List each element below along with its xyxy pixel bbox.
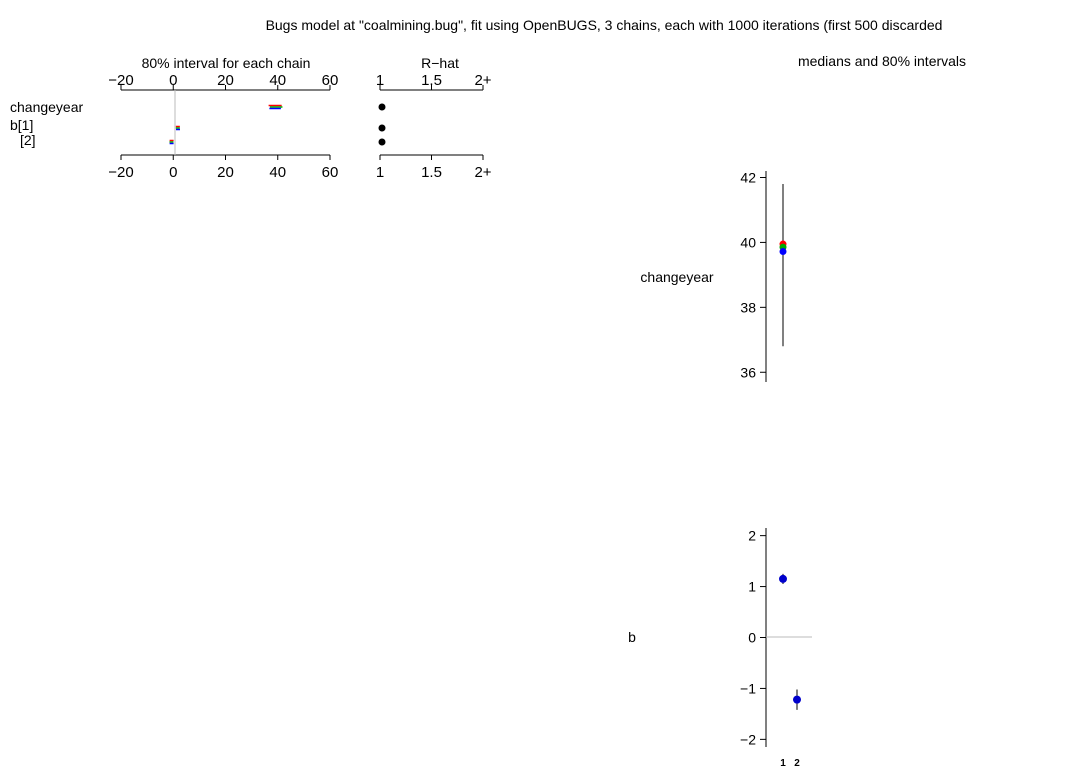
changeyear-tick-label-1: 38 (740, 299, 756, 315)
rhat-axis-ticks: 1 1 1.5 1.5 2+ 2+ (376, 72, 492, 181)
chain-interval-bars (169, 104, 283, 145)
rhat-point-0 (378, 103, 386, 111)
changeyear-axis-ticks: 36 38 40 42 (740, 169, 766, 380)
b-index-label-2: 2 (794, 758, 800, 769)
figure-title: Bugs model at "coalmining.bug", fit usin… (266, 17, 943, 33)
chain-tick-label-top-4: 60 (322, 72, 339, 89)
chain-interval-panel: 80% interval for each chain −20 −20 0 0 20 20… (10, 55, 338, 181)
chain-tick-label-bottom-3: 40 (269, 164, 286, 181)
changeyear-tick-label-0: 36 (740, 364, 756, 380)
rhat-tick-label-top-2: 2+ (474, 72, 491, 89)
b-tick-label-1: −1 (740, 680, 756, 696)
chain-tick-label-bottom-2: 20 (217, 164, 234, 181)
chain-tick-label-bottom-4: 60 (322, 164, 339, 181)
changeyear-ylabel: changeyear (640, 269, 714, 285)
chain-interval-title: 80% interval for each chain (142, 55, 311, 71)
rhat-tick-label-bottom-1: 1.5 (421, 164, 442, 181)
rhat-title: R−hat (421, 55, 459, 71)
row-label-b1: b[1] (10, 117, 33, 133)
rhat-tick-label-top-0: 1 (376, 72, 384, 89)
b-median-2 (793, 695, 801, 704)
rhat-panel: R−hat 1 1 1.5 1.5 2+ 2+ (376, 55, 492, 181)
rhat-tick-label-top-1: 1.5 (421, 72, 442, 89)
rhat-tick-label-bottom-0: 1 (376, 164, 384, 181)
chain-tick-label-top-1: 0 (169, 72, 177, 89)
chain-tick-label-top-3: 40 (269, 72, 286, 89)
chain-axis-ticks: −20 −20 0 0 20 20 40 40 60 60 (108, 72, 338, 181)
rhat-point-2 (378, 138, 386, 146)
changeyear-panel: changeyear 36 38 40 42 (640, 169, 787, 382)
changeyear-median-chain-3 (779, 248, 787, 256)
row-label-changeyear: changeyear (10, 99, 84, 115)
changeyear-marks (779, 183, 787, 347)
row-label-b2: [2] (20, 132, 36, 148)
b-ylabel: b (628, 629, 636, 645)
rhat-point-1 (378, 124, 386, 132)
chain-tick-label-bottom-1: 0 (169, 164, 177, 181)
changeyear-tick-label-2: 40 (740, 234, 756, 250)
rhat-points (378, 103, 386, 146)
b-median-1 (779, 574, 787, 583)
chain-tick-label-top-2: 20 (217, 72, 234, 89)
chain-tick-label-bottom-0: −20 (108, 164, 133, 181)
chain-tick-label-top-0: −20 (108, 72, 133, 89)
b-tick-label-2: 0 (748, 630, 756, 646)
b-index-label-1: 1 (780, 758, 786, 769)
changeyear-tick-label-3: 42 (740, 169, 756, 185)
medians-panel-title: medians and 80% intervals (798, 53, 966, 69)
b-tick-label-3: 1 (748, 579, 756, 595)
rhat-tick-label-bottom-2: 2+ (474, 164, 491, 181)
b-axis-ticks: −2 −1 0 1 2 (740, 528, 766, 747)
b-tick-label-4: 2 (748, 528, 756, 544)
b-tick-label-0: −2 (740, 731, 756, 747)
